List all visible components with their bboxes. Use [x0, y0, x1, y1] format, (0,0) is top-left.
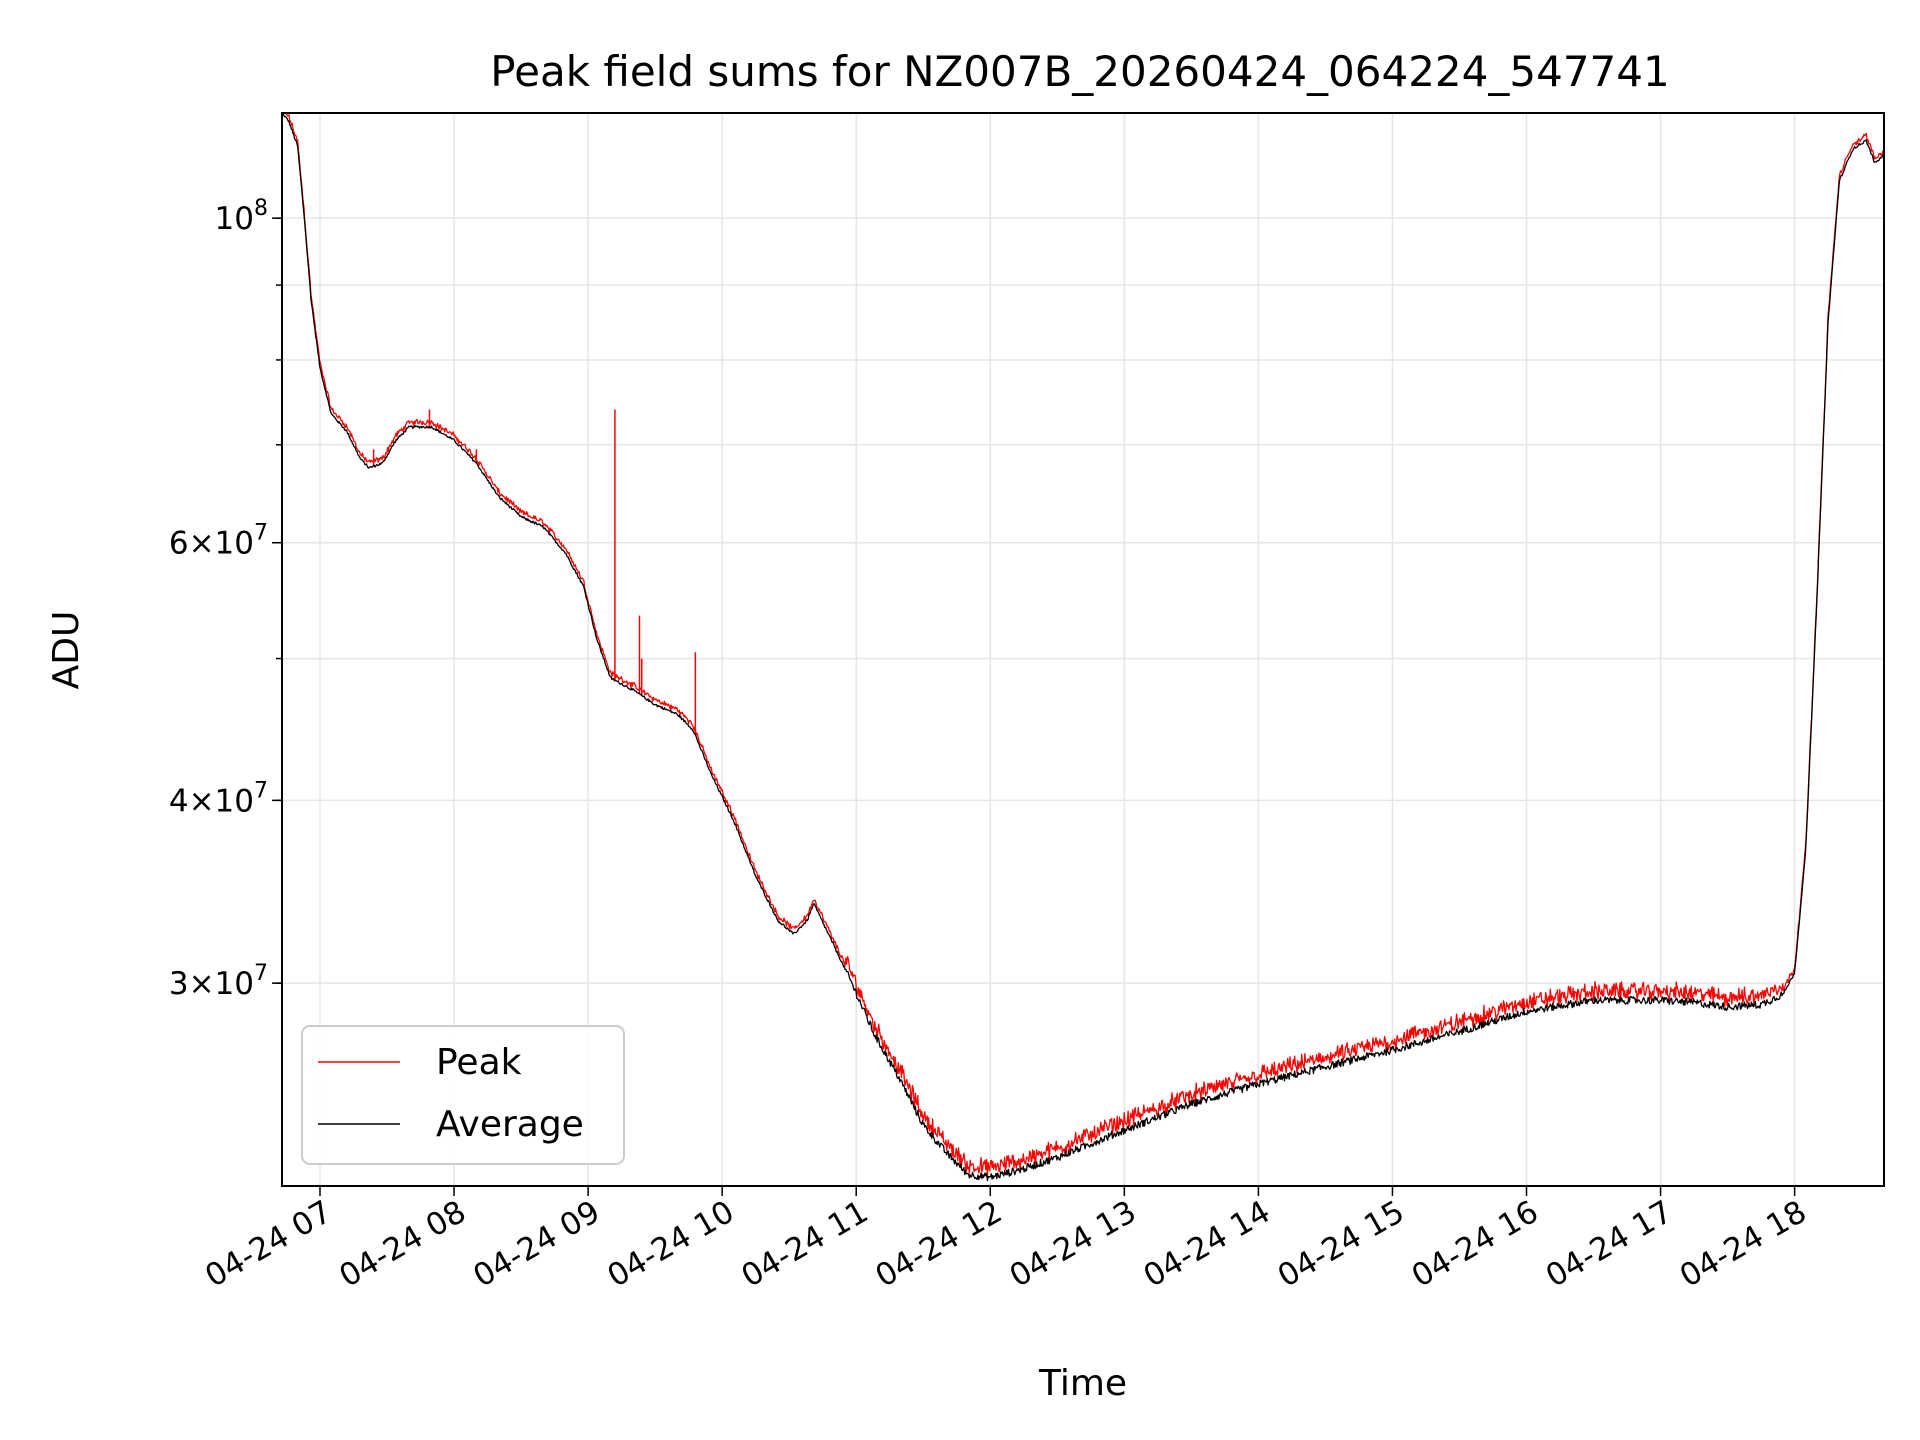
y-tick-label: 4×107 — [169, 778, 268, 819]
y-tick-coefficient: 6× — [169, 526, 215, 562]
y-tick-coefficient: 3× — [169, 966, 215, 1002]
y-tick-base: 10 — [215, 201, 254, 237]
x-tick-label: 04-24 18 — [1674, 1194, 1813, 1295]
chart-title: Peak field sums for NZ007B_20260424_0642… — [490, 47, 1669, 96]
legend: Peak Average — [301, 1025, 625, 1165]
grid — [282, 113, 1884, 1186]
legend-label-peak: Peak — [436, 1042, 522, 1083]
plot-frame — [281, 112, 1885, 1187]
x-tick-label: 04-24 08 — [333, 1194, 472, 1295]
legend-box — [301, 1025, 625, 1165]
plot-area — [281, 112, 1885, 1187]
x-tick-label: 04-24 12 — [870, 1194, 1009, 1295]
y-tick-label: 3×107 — [169, 961, 268, 1002]
peak-spikes — [372, 409, 697, 736]
y-tick-exponent: 7 — [254, 961, 268, 986]
x-tick-label: 04-24 11 — [736, 1194, 875, 1295]
y-tick-base: 10 — [215, 526, 254, 562]
series-line-average — [282, 113, 1884, 1182]
y-tick-base: 10 — [215, 966, 254, 1002]
y-tick-exponent: 7 — [254, 778, 268, 803]
x-axis-label: Time — [1038, 1363, 1127, 1404]
x-tick-label: 04-24 14 — [1138, 1194, 1277, 1295]
y-tick-exponent: 7 — [254, 521, 268, 546]
x-tick-label: 04-24 17 — [1540, 1194, 1679, 1295]
legend-label-average: Average — [436, 1104, 584, 1145]
y-axis-label: ADU — [46, 611, 87, 690]
x-tick-label: 04-24 13 — [1004, 1194, 1143, 1295]
y-tick-coefficient: 4× — [169, 783, 215, 819]
y-tick-label: 6×107 — [169, 521, 268, 562]
series-line-peak — [285, 113, 1884, 1178]
x-tick-label: 04-24 15 — [1272, 1194, 1411, 1295]
y-tick-label: 108 — [215, 196, 268, 237]
x-tick-label: 04-24 07 — [199, 1194, 338, 1295]
x-tick-label: 04-24 10 — [601, 1194, 740, 1295]
x-tick-label: 04-24 09 — [467, 1194, 606, 1295]
x-tick-label: 04-24 16 — [1406, 1194, 1545, 1295]
y-tick-base: 10 — [215, 783, 254, 819]
y-tick-exponent: 8 — [254, 196, 268, 221]
